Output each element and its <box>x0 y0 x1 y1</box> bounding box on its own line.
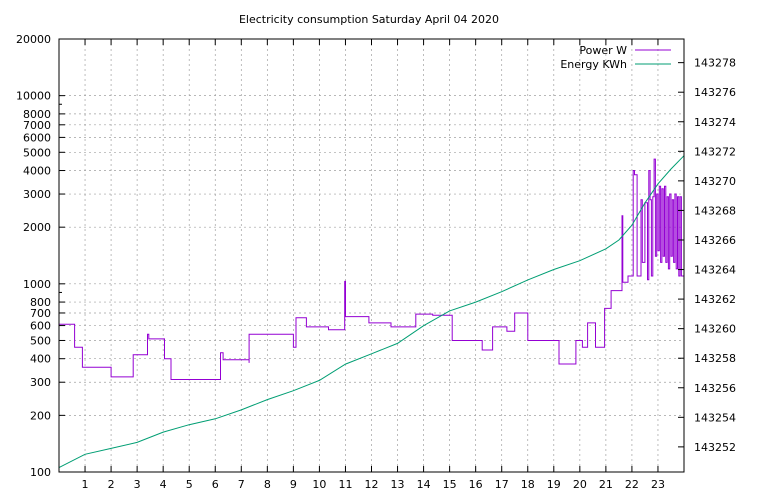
x-tick-label: 17 <box>495 478 509 491</box>
legend: Power W Energy KWh <box>560 44 671 71</box>
x-tick-label: 19 <box>547 478 561 491</box>
legend-label-energy: Energy KWh <box>560 58 627 71</box>
y-right-tick-label: 143264 <box>694 264 736 277</box>
x-tick-label: 10 <box>312 478 326 491</box>
y-right-tick-label: 143272 <box>694 145 736 158</box>
y-right-tick-label: 143278 <box>694 57 736 70</box>
x-ticks: 1 2 3 4 5 6 7 8 9 10 11 12 13 14 15 16 17 18 19 20 21 22 23 <box>82 39 665 491</box>
y-right-tick-label: 143254 <box>694 411 736 424</box>
x-tick-label: 21 <box>599 478 613 491</box>
x-tick-label: 9 <box>290 478 297 491</box>
y-left-tick-label: 6000 <box>23 131 51 144</box>
y-left-tick-label: 3000 <box>23 188 51 201</box>
energy-line <box>58 155 685 469</box>
y-left-tick-label: 10000 <box>16 90 51 103</box>
y-left-tick-label: 4000 <box>23 165 51 178</box>
x-tick-label: 7 <box>238 478 245 491</box>
x-tick-label: 1 <box>82 478 89 491</box>
y-left-tick-label: 2000 <box>23 221 51 234</box>
x-tick-label: 3 <box>134 478 141 491</box>
x-tick-label: 11 <box>338 478 352 491</box>
x-tick-label: 15 <box>443 478 457 491</box>
x-tick-label: 5 <box>186 478 193 491</box>
x-tick-label: 14 <box>417 478 431 491</box>
y-left-tick-label: 8000 <box>23 108 51 121</box>
legend-label-power: Power W <box>579 44 627 57</box>
y-right-tick-label: 143274 <box>694 116 736 129</box>
x-tick-label: 6 <box>212 478 219 491</box>
x-tick-label: 2 <box>108 478 115 491</box>
y-left-tick-label: 100 <box>30 466 51 479</box>
y-left-tick-label: 800 <box>30 296 51 309</box>
y-left-tick-label: 700 <box>30 307 51 320</box>
x-tick-label: 20 <box>573 478 587 491</box>
y-right-tick-label: 143256 <box>694 382 736 395</box>
y-right-ticks: 143252 143254 143256 143258 143260 143262 1432… <box>678 57 736 454</box>
x-tick-label: 8 <box>264 478 271 491</box>
y-right-tick-label: 143270 <box>694 175 736 188</box>
y-right-tick-label: 143266 <box>694 234 736 247</box>
y-left-tick-label: 600 <box>30 320 51 333</box>
y-left-tick-label: 300 <box>30 376 51 389</box>
y-left-tick-label: 400 <box>30 353 51 366</box>
x-tick-label: 4 <box>160 478 167 491</box>
power-line <box>59 158 684 380</box>
y-right-tick-label: 143276 <box>694 86 736 99</box>
x-tick-label: 16 <box>469 478 483 491</box>
x-tick-label: 22 <box>625 478 639 491</box>
y-left-tick-label: 200 <box>30 409 51 422</box>
y-left-tick-label: 20000 <box>16 33 51 46</box>
chart-title: Electricity consumption Saturday April 0… <box>239 13 499 26</box>
y-left-tick-label: 500 <box>30 334 51 347</box>
x-tick-label: 12 <box>365 478 379 491</box>
y-left-tick-label: 5000 <box>23 146 51 159</box>
y-left-tick-label: 7000 <box>23 119 51 132</box>
x-tick-label: 13 <box>391 478 405 491</box>
y-right-tick-label: 143260 <box>694 323 736 336</box>
y-right-tick-label: 143262 <box>694 293 736 306</box>
y-right-tick-label: 143258 <box>694 352 736 365</box>
y-left-tick-label: 1000 <box>23 278 51 291</box>
y-right-tick-label: 143252 <box>694 441 736 454</box>
energy-series <box>58 155 685 469</box>
x-tick-label: 23 <box>651 478 665 491</box>
y-right-tick-label: 143268 <box>694 204 736 217</box>
x-tick-label: 18 <box>521 478 535 491</box>
power-series <box>59 158 684 380</box>
